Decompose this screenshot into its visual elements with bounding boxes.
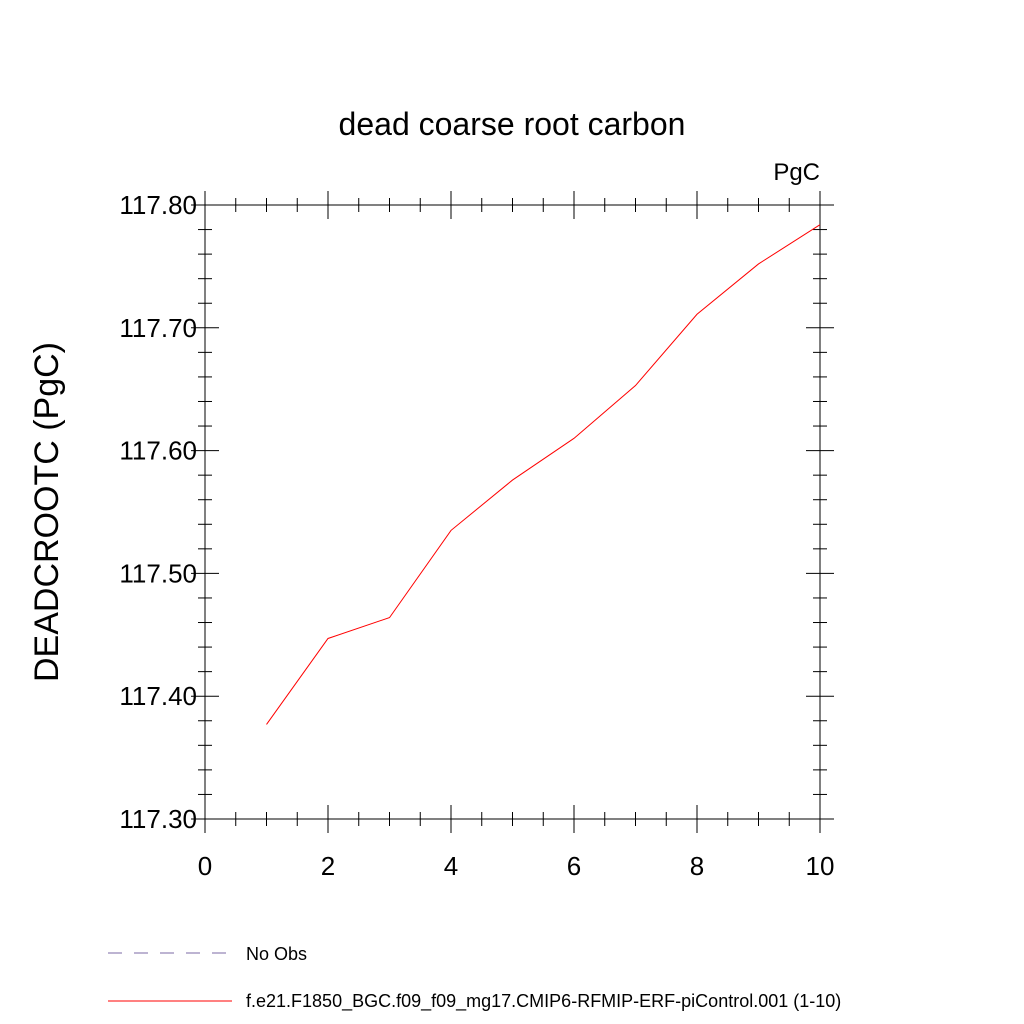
y-tick-label: 117.70 (119, 313, 197, 343)
x-tick-label: 4 (444, 851, 458, 881)
y-tick-label: 117.50 (119, 558, 197, 588)
minor-ticks (198, 198, 827, 826)
x-tick-label: 6 (567, 851, 581, 881)
legend-label-no-obs: No Obs (246, 944, 307, 964)
y-tick-label: 117.80 (119, 190, 197, 220)
x-tick-label: 2 (321, 851, 335, 881)
chart-title: dead coarse root carbon (339, 106, 686, 142)
y-tick-label: 117.60 (119, 436, 197, 466)
x-tick-labels: 0 2 4 6 8 10 (198, 851, 835, 881)
y-tick-label: 117.40 (119, 681, 197, 711)
x-tick-label: 8 (690, 851, 704, 881)
x-tick-label: 10 (806, 851, 835, 881)
major-ticks (191, 191, 834, 833)
y-tick-labels: 117.30 117.40 117.50 117.60 117.70 117.80 (119, 190, 197, 834)
plot-frame (204, 204, 821, 820)
x-tick-label: 0 (198, 851, 212, 881)
units-label: PgC (773, 159, 820, 186)
y-tick-label: 117.30 (119, 804, 197, 834)
y-axis-label: DEADCROOTC (PgC) (28, 342, 66, 682)
legend-label-model-run: f.e21.F1850_BGC.f09_f09_mg17.CMIP6-RFMIP… (246, 991, 841, 1012)
series-line-model-run (266, 224, 821, 725)
series-group (266, 224, 821, 725)
legend: No Obs f.e21.F1850_BGC.f09_f09_mg17.CMIP… (108, 944, 841, 1012)
